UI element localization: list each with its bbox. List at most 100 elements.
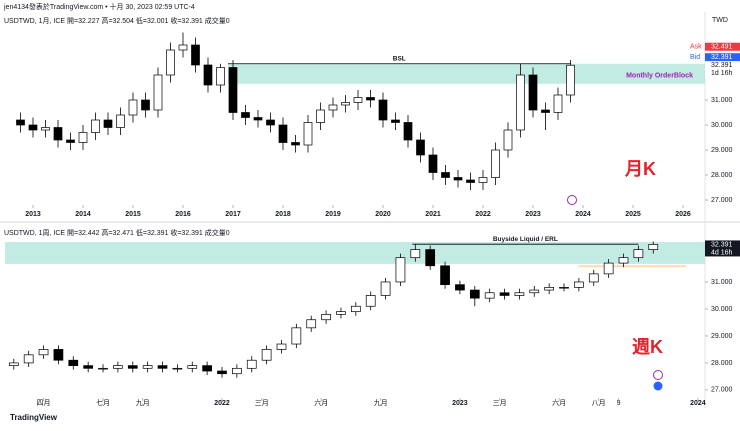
candle-body [321,313,331,321]
last-price: 32.391 [711,62,733,69]
candle-body [16,119,25,126]
candle-body [91,119,100,133]
x-tick-label: 2026 [675,211,691,218]
candle-body [378,99,388,121]
candle-body [142,365,153,369]
candle-body [618,257,629,264]
candle-body [261,349,272,361]
event-icon[interactable] [653,370,663,380]
candle-body [491,149,500,178]
flag-icon[interactable] [653,381,663,391]
y-tick-label: 29.000 [711,333,733,340]
candle-body [478,177,488,183]
candle-body [291,142,300,146]
liquidity-label: Buyside Liquid / ERL [493,236,558,243]
candle-body [403,122,413,141]
x-tick-label: 三月 [255,399,269,407]
ask-badge [705,42,740,51]
y-tick-label: 28.000 [711,172,733,179]
zone-label: Monthly OrderBlock [626,73,693,80]
x-tick-label: 2020 [375,211,391,218]
candle-body [98,367,108,370]
candle-body [544,287,555,291]
y-tick-label: 30.000 [711,306,733,313]
x-tick-label: 2023 [525,211,541,218]
y-tick-label: 27.000 [711,387,733,394]
x-tick-label: 2015 [125,211,141,218]
timeframe-label: 週K [632,337,663,357]
order-block-zone [228,63,705,84]
x-tick-label: 九月 [136,398,150,407]
candle-body [53,349,64,361]
y-tick-label: 31.000 [711,279,733,286]
x-tick-label: 六月 [552,398,566,407]
y-tick-label: 28.000 [711,360,733,367]
candle-body [316,109,325,123]
y-tick-label: 27.000 [711,197,733,204]
candle-body [216,67,225,86]
candle-body [78,132,88,143]
candle-body [66,139,75,143]
candle-body [291,327,302,345]
candle-body [116,114,125,128]
y-tick-label: 29.000 [711,147,733,154]
candle-body [440,265,450,286]
candle-body [566,64,575,96]
candle-body [529,289,540,294]
candle-body [276,343,287,350]
candle-body [153,74,163,111]
candle-body [232,367,242,375]
y-tick-label: 30.000 [711,122,733,129]
candle-body [365,295,376,307]
x-tick-label: 2023 [452,400,468,407]
candle-body [425,249,436,267]
candle-body [528,74,538,111]
last-price-badge [705,61,740,78]
candle-body [68,359,79,366]
candle-body [278,124,288,143]
minor-zone [578,265,686,268]
candle-body [228,67,238,113]
x-tick-label: 八月 [592,399,606,407]
candle-body [303,122,313,146]
candle-body [266,119,275,126]
candle-body [8,362,19,366]
candle-body [103,119,113,128]
candle-body [141,99,150,111]
candle-body [559,287,569,289]
candle-body [648,244,659,250]
candle-body [574,281,584,288]
y-tick-label: 31.000 [711,97,733,104]
x-tick-label: 七月 [96,398,110,407]
x-tick-label: 2016 [175,211,191,218]
last-price: 32.391 [711,241,733,248]
liquidity-label: BSL [393,55,406,62]
x-tick-label: 2021 [425,211,441,218]
candle-body [366,97,375,101]
chart-legend: USDTWD, 1月, ICE 開=32.227 高=32.504 低=32.0… [4,16,230,25]
x-tick-label: 三月 [493,399,507,407]
candle-body [41,127,50,131]
candle-body [306,319,317,329]
x-tick-label: 九月 [374,398,388,407]
candle-body [53,127,63,141]
event-icon[interactable] [567,195,577,205]
chart-legend: USDTWD, 1周, ICE 開=32.442 高=32.471 低=32.3… [4,228,230,237]
x-tick-label: 2017 [225,211,241,218]
candle-body [350,305,361,313]
candle-body [187,365,198,369]
candle-body [391,119,400,123]
candle-body [202,365,212,372]
candle-body [191,44,200,66]
x-tick-label: 四月 [37,399,51,407]
last-price-badge [705,240,740,257]
candle-body [514,292,525,296]
candle-body [127,365,138,369]
x-tick-label: 9 [617,400,621,407]
candle-body [28,124,38,131]
candle-body [453,177,463,181]
bid-name: Bid [690,54,700,61]
x-tick-label: 2024 [690,400,706,407]
candle-body [633,249,644,259]
candle-body [203,64,213,86]
